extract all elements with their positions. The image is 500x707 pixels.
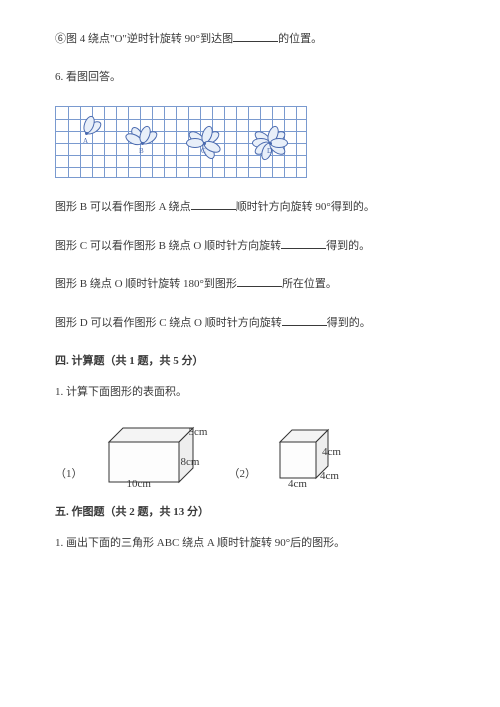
fig2-label: （2） (229, 466, 257, 484)
q6b-text: 图形 C 可以看作图形 B 绕点 O 顺时针方向旋转得到的。 (55, 240, 370, 252)
q5-6-text: ⑥图 4 绕点"O"逆时针旋转 90°到达图的位置。 (55, 33, 322, 45)
cube-figure: 4cm 4cm 4cm (274, 424, 340, 484)
fill-blank[interactable] (191, 198, 236, 210)
cube-b: 4cm (320, 468, 339, 486)
question-6-d: 图形 D 可以看作图形 C 绕点 O 顺时针方向旋转得到的。 (55, 314, 445, 333)
cuboid-h-lbl: 8cm (181, 454, 200, 472)
question-6-c: 图形 B 绕点 O 顺时针旋转 180°到图形所在位置。 (55, 275, 445, 294)
question-6-title: 6. 看图回答。 (55, 69, 445, 87)
fill-blank[interactable] (281, 237, 326, 249)
cuboid-figure: 10cm 8cm 5cm (101, 422, 211, 484)
fill-blank[interactable] (233, 30, 278, 42)
shape-label: A (83, 136, 88, 147)
cuboid-d-lbl: 5cm (189, 424, 208, 442)
shape-label: C (201, 146, 206, 157)
section-5-title: 五. 作图题（共 2 题，共 13 分） (55, 504, 445, 522)
q6-title-text: 6. 看图回答。 (55, 71, 121, 83)
q6a-text: 图形 B 可以看作图形 A 绕点顺时针方向旋转 90°得到的。 (55, 201, 375, 213)
sec4-q1-text: 1. 计算下面图形的表面积。 (55, 386, 187, 398)
q6d-text: 图形 D 可以看作图形 C 绕点 O 顺时针方向旋转得到的。 (55, 317, 371, 329)
question-5-6: ⑥图 4 绕点"O"逆时针旋转 90°到达图的位置。 (55, 30, 445, 49)
q6c-text: 图形 B 绕点 O 顺时针旋转 180°到图形所在位置。 (55, 278, 337, 290)
fill-blank[interactable] (282, 314, 327, 326)
cube-a: 4cm (288, 476, 307, 494)
section-5-q1: 1. 画出下面的三角形 ABC 绕点 A 顺时针旋转 90°后的图形。 (55, 535, 445, 553)
cuboid-w: 10cm (127, 476, 151, 494)
sec4-text: 四. 计算题（共 1 题，共 5 分） (55, 355, 204, 367)
section-4-title: 四. 计算题（共 1 题，共 5 分） (55, 353, 445, 371)
petal (270, 138, 288, 148)
fig1-label: （1） (55, 466, 83, 484)
figure-row: （1） 10cm 8cm 5cm （2） 4cm 4cm 4cm (55, 422, 445, 484)
question-6-b: 图形 C 可以看作图形 B 绕点 O 顺时针方向旋转得到的。 (55, 237, 445, 256)
sec5-text: 五. 作图题（共 2 题，共 13 分） (55, 506, 209, 518)
question-6-a: 图形 B 可以看作图形 A 绕点顺时针方向旋转 90°得到的。 (55, 198, 445, 217)
fill-blank[interactable] (237, 275, 282, 287)
section-4-q1: 1. 计算下面图形的表面积。 (55, 384, 445, 402)
grid-figure: A B C D (55, 106, 445, 178)
grid-row (56, 167, 306, 168)
shape-label: D (267, 146, 272, 157)
shape-label: B (139, 146, 144, 157)
sec5-q1-text: 1. 画出下面的三角形 ABC 绕点 A 顺时针旋转 90°后的图形。 (55, 537, 345, 549)
cube-c: 4cm (322, 444, 341, 462)
